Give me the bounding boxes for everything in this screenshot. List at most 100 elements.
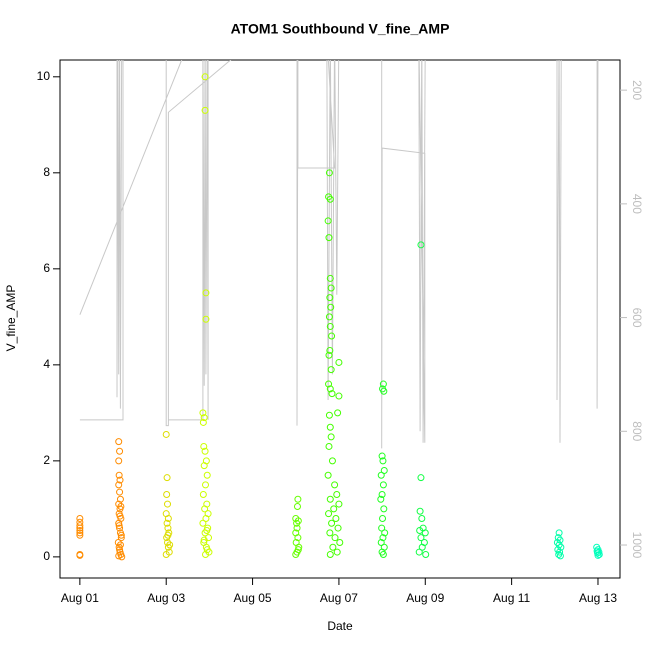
point xyxy=(117,534,125,542)
point xyxy=(328,390,336,398)
point xyxy=(115,500,123,508)
depth-line xyxy=(79,60,599,449)
point xyxy=(116,476,124,484)
point xyxy=(116,524,124,532)
point xyxy=(201,447,209,455)
point xyxy=(76,526,84,534)
point xyxy=(200,462,208,470)
point xyxy=(114,538,122,546)
plot-area xyxy=(76,60,603,561)
point xyxy=(335,500,343,508)
point xyxy=(324,471,332,479)
point xyxy=(200,536,208,544)
point xyxy=(326,274,334,282)
point xyxy=(416,507,424,515)
point xyxy=(326,385,334,393)
point xyxy=(202,514,210,522)
y2-tick-label: 200 xyxy=(630,80,644,100)
point xyxy=(379,380,387,388)
point xyxy=(328,457,336,465)
point xyxy=(333,490,341,498)
point xyxy=(417,474,425,482)
point xyxy=(162,550,170,558)
point xyxy=(331,481,339,489)
point xyxy=(417,241,425,249)
point xyxy=(325,234,333,242)
point xyxy=(325,380,333,388)
y2-tick-label: 800 xyxy=(630,421,644,441)
point xyxy=(115,438,123,446)
point xyxy=(381,529,389,537)
point xyxy=(331,534,339,542)
y-tick-label: 2 xyxy=(43,453,50,467)
point xyxy=(163,474,171,482)
point xyxy=(418,543,426,551)
point xyxy=(330,505,338,513)
point xyxy=(327,366,335,374)
point xyxy=(115,519,123,527)
point xyxy=(556,552,564,560)
point xyxy=(116,541,124,549)
point xyxy=(326,294,334,302)
point xyxy=(377,471,385,479)
point xyxy=(118,553,126,561)
point xyxy=(199,418,207,426)
x-tick-label: Aug 05 xyxy=(234,591,272,605)
point xyxy=(335,392,343,400)
x-tick-label: Aug 11 xyxy=(493,591,530,605)
point xyxy=(295,543,303,551)
point xyxy=(595,550,603,558)
point xyxy=(202,550,210,558)
point xyxy=(117,531,125,539)
point xyxy=(163,490,171,498)
point xyxy=(380,387,388,395)
point xyxy=(164,524,172,532)
point xyxy=(76,529,84,537)
point xyxy=(293,524,301,532)
point xyxy=(293,519,301,527)
point xyxy=(325,351,333,359)
point xyxy=(334,409,342,417)
y-axis-label: V_fine_AMP xyxy=(4,285,18,352)
point xyxy=(379,457,387,465)
point xyxy=(379,534,387,542)
point xyxy=(421,529,429,537)
point xyxy=(594,551,602,559)
y-tick-label: 10 xyxy=(37,69,51,83)
point xyxy=(76,522,84,530)
point xyxy=(594,549,602,557)
point xyxy=(201,73,209,81)
x-tick-label: Aug 09 xyxy=(406,591,444,605)
point xyxy=(76,524,84,532)
y2-tick-label: 600 xyxy=(630,308,644,328)
point xyxy=(164,514,172,522)
point xyxy=(595,548,603,556)
point xyxy=(325,442,333,450)
y-tick-label: 6 xyxy=(43,261,50,275)
point xyxy=(378,524,386,532)
point xyxy=(378,490,386,498)
x-tick-label: Aug 01 xyxy=(61,591,99,605)
point xyxy=(200,414,208,422)
point xyxy=(327,284,335,292)
point xyxy=(327,433,335,441)
point xyxy=(326,550,334,558)
point xyxy=(378,452,386,460)
x-tick-label: Aug 07 xyxy=(320,591,358,605)
point xyxy=(326,322,334,330)
point xyxy=(294,495,302,503)
point xyxy=(333,548,341,556)
point xyxy=(416,526,424,534)
point xyxy=(335,358,343,366)
point xyxy=(334,524,342,532)
point xyxy=(417,534,425,542)
point xyxy=(380,505,388,513)
point xyxy=(294,546,302,554)
point xyxy=(325,411,333,419)
point xyxy=(336,538,344,546)
point xyxy=(164,500,172,508)
point xyxy=(379,481,387,489)
point xyxy=(115,481,123,489)
point xyxy=(117,502,125,510)
point xyxy=(201,106,209,114)
